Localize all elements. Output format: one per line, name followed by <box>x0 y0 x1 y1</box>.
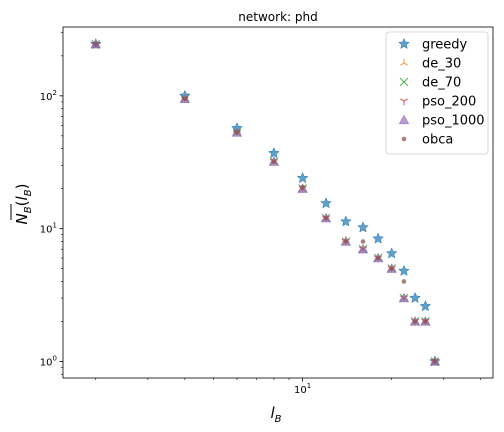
point-greedy <box>268 147 280 159</box>
point-greedy <box>398 264 410 276</box>
point-obca <box>432 359 438 364</box>
y-tick-label-base: 10 <box>40 357 53 368</box>
point-greedy <box>320 197 332 209</box>
y-tick-label-exp: 2 <box>53 89 57 97</box>
point-greedy <box>296 171 309 184</box>
y-axis-label: NB(lB) <box>10 184 34 225</box>
point-greedy <box>372 232 384 244</box>
x-axis-ticks: 101 <box>95 378 482 396</box>
legend-label-pso_1000: pso_1000 <box>422 114 485 129</box>
y-axis-label-main: N <box>13 213 31 224</box>
point-greedy <box>409 291 421 304</box>
y-axis-label-close-paren: ) <box>13 184 31 190</box>
y-axis-label-open-paren: ( <box>13 200 31 206</box>
point-obca <box>323 215 329 221</box>
legend-item-de_70: de_70 <box>399 76 461 91</box>
legend-marker-de_70 <box>399 77 409 87</box>
legend-marker-obca <box>401 136 407 142</box>
x-axis-label: lB <box>270 404 281 425</box>
point-obca <box>300 184 305 190</box>
point-obca <box>412 319 418 324</box>
legend-item-de_30: de_30 <box>400 57 461 72</box>
point-obca <box>271 159 277 164</box>
chart-title: network: phd <box>238 10 317 24</box>
plot-frame <box>62 26 494 379</box>
x-axis-label-main: l <box>270 404 275 422</box>
point-greedy <box>339 215 352 227</box>
point-pso_1000 <box>357 243 369 254</box>
x-axis-label-sub: B <box>275 414 282 425</box>
legend-item-greedy: greedy <box>398 37 468 53</box>
point-obca <box>343 239 349 244</box>
y-tick-label: 102 <box>40 89 57 103</box>
point-obca <box>401 279 407 284</box>
y-axis-label-arg: l <box>13 195 31 200</box>
point-obca <box>360 239 366 244</box>
legend-frame <box>385 31 489 155</box>
y-tick-label: 101 <box>40 222 57 236</box>
x-tick-label-base: 10 <box>294 385 307 396</box>
point-obca <box>93 41 99 47</box>
y-tick-label: 100 <box>40 354 57 368</box>
point-obca <box>234 130 240 135</box>
x-tick-label-exp: 1 <box>307 382 311 390</box>
y-tick-label-exp: 0 <box>53 354 57 362</box>
y-tick-label-base: 10 <box>40 225 53 236</box>
legend-marker-greedy <box>398 37 410 49</box>
legend-item-pso_200: pso_200 <box>400 95 476 110</box>
y-axis-label-sub: B <box>23 206 34 213</box>
point-obca <box>389 266 394 271</box>
legend-label-de_30: de_30 <box>422 57 461 72</box>
legend-label-obca: obca <box>422 133 453 148</box>
series-obca <box>93 41 438 364</box>
y-tick-label-base: 10 <box>40 92 53 103</box>
legend-label-de_70: de_70 <box>422 76 461 91</box>
y-tick-label-exp: 1 <box>53 222 57 230</box>
y-axis-label-arg-sub: B <box>23 189 34 196</box>
point-obca <box>423 319 428 324</box>
legend-item-pso_1000: pso_1000 <box>398 114 485 129</box>
svg-text:NB(lB): NB(lB) <box>13 184 34 225</box>
point-greedy <box>419 300 432 312</box>
legend-item-obca: obca <box>401 133 453 148</box>
point-obca <box>182 96 188 102</box>
point-greedy <box>357 221 369 233</box>
legend-marker-de_30 <box>400 58 408 66</box>
point-greedy <box>385 247 398 259</box>
legend-marker-pso_1000 <box>398 114 410 125</box>
legend-marker-pso_200 <box>400 98 408 106</box>
data-marks <box>89 38 441 367</box>
x-tick-label: 101 <box>294 382 311 396</box>
point-obca <box>375 255 381 261</box>
point-pso_1000 <box>398 292 410 303</box>
legend-label-pso_200: pso_200 <box>422 95 476 110</box>
legend-label-greedy: greedy <box>422 38 468 53</box>
